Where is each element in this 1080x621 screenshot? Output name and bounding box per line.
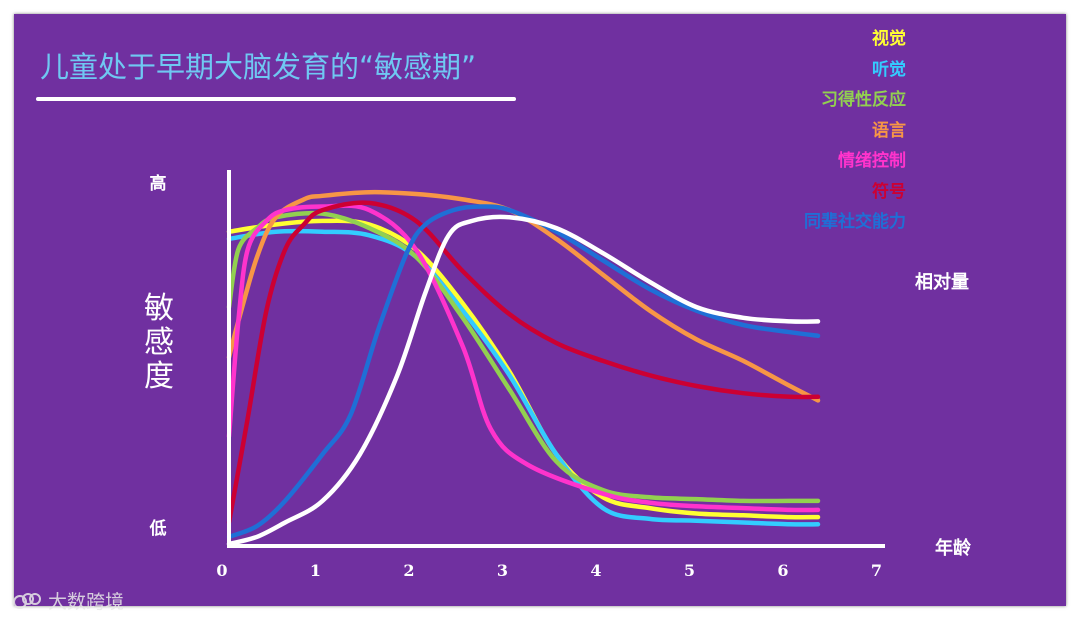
x-tick-label: 7 [871, 561, 882, 580]
series-line [226, 200, 821, 525]
y-axis-label-char: 敏 [144, 291, 174, 326]
x-tick-label: 1 [310, 561, 321, 580]
series-line [226, 228, 821, 527]
y-axis-label-char: 度 [144, 359, 174, 394]
series-line [226, 204, 821, 540]
legend: 视觉听觉习得性反应语言情绪控制符号同辈社交能力 [804, 24, 906, 238]
right-series-label: 相对量 [915, 271, 969, 293]
series-line [226, 189, 821, 403]
series-line [226, 214, 821, 547]
x-axis-label: 年龄 [935, 537, 972, 559]
legend-item: 听觉 [872, 59, 906, 80]
legend-item: 语言 [872, 120, 906, 141]
y-high-label: 高 [150, 173, 167, 194]
watermark-logo-icon [13, 592, 41, 609]
x-tick-label: 5 [684, 561, 695, 580]
title-underline [36, 97, 516, 101]
x-tick-label: 2 [403, 561, 414, 580]
series-line [226, 203, 821, 513]
legend-item: 情绪控制 [838, 151, 906, 171]
y-axis-label-char: 感 [144, 325, 174, 360]
y-low-label: 低 [149, 518, 167, 539]
legend-item: 视觉 [872, 29, 906, 49]
watermark: 大数跨境 [12, 587, 124, 614]
legend-item: 同辈社交能力 [804, 212, 906, 232]
x-tick-label: 3 [497, 561, 508, 580]
x-tick-label: 6 [777, 561, 788, 580]
x-tick-label: 4 [590, 561, 601, 580]
legend-item: 习得性反应 [821, 90, 906, 110]
series-line [226, 218, 821, 520]
slide-background [14, 14, 1066, 606]
watermark-text: 大数跨境 [48, 591, 125, 613]
legend-item: 符号 [872, 181, 906, 202]
y-axis-label: 敏感度 [138, 292, 180, 394]
x-tick-label: 0 [216, 561, 227, 580]
page-title: 儿童处于早期大脑发育的“敏感期” [40, 50, 477, 84]
